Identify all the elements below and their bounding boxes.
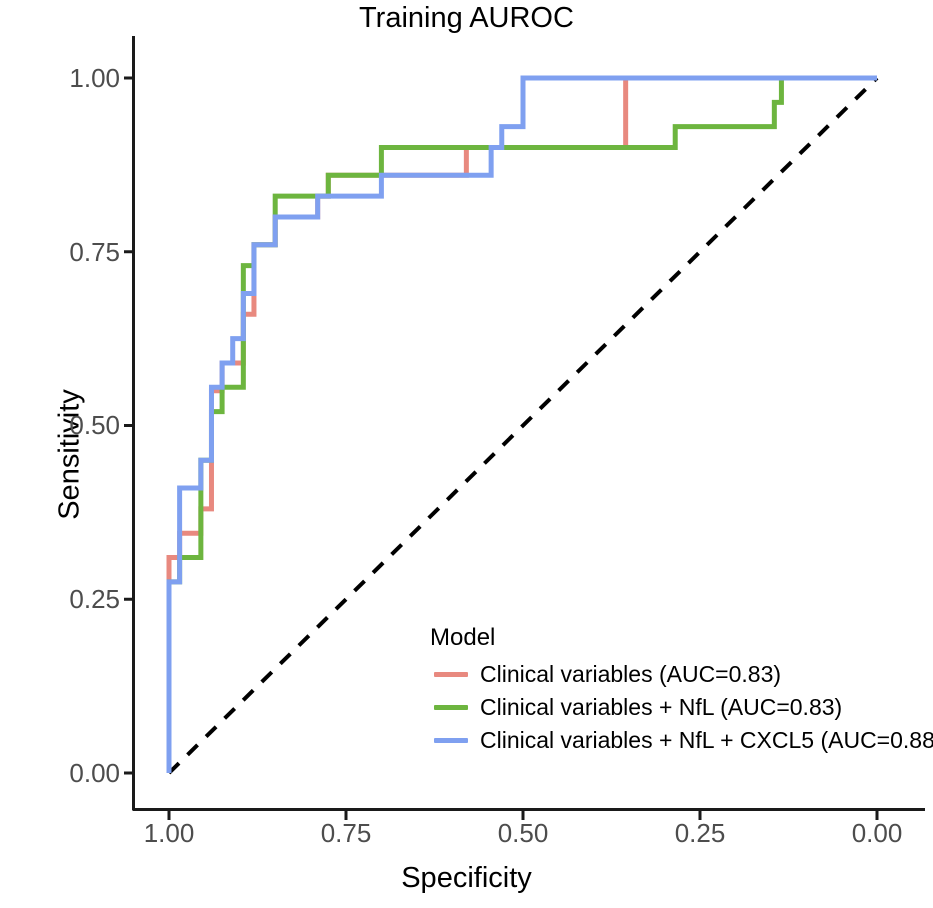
x-tick-label: 1.00 (143, 818, 195, 848)
y-axis-ticks (124, 76, 134, 775)
y-tick-label: 1.00 (69, 63, 120, 93)
x-tick-label: 0.25 (674, 818, 726, 848)
legend-item-label: Clinical variables + NfL (AUC=0.83) (480, 694, 843, 720)
legend-key-icon (428, 658, 474, 691)
chance-diagonal-line (167, 76, 879, 775)
x-tick-label: 0.75 (320, 818, 372, 848)
legend-item-clinical-nfl-cxcl5[interactable]: Clinical variables + NfL + CXCL5 (AUC=0.… (428, 724, 933, 757)
legend-item-label: Clinical variables + NfL + CXCL5 (AUC=0.… (480, 727, 933, 753)
y-tick-label: 0.75 (69, 237, 120, 267)
legend-item-clinical-nfl[interactable]: Clinical variables + NfL (AUC=0.83) (428, 691, 933, 724)
x-tick-label: 0.50 (497, 818, 549, 848)
legend-item-label: Clinical variables (AUC=0.83) (480, 661, 782, 687)
y-tick-label: 0.25 (69, 584, 120, 614)
y-tick-label: 0.50 (69, 410, 120, 440)
x-axis-ticks (167, 810, 879, 820)
legend-title: Model (430, 624, 496, 651)
legend-key-icon (428, 691, 474, 724)
y-axis-tick-labels: 1.00 0.75 0.50 0.25 0.00 (0, 0, 120, 908)
x-axis-label: Specificity (401, 862, 532, 894)
x-tick-label: 0.00 (851, 818, 903, 848)
y-tick-label: 0.00 (69, 758, 120, 788)
roc-curves (166, 75, 877, 773)
legend: Model Clinical variables (AUC=0.83) Clin… (428, 624, 933, 757)
chart-title: Training AUROC (359, 2, 574, 34)
legend-item-clinical[interactable]: Clinical variables (AUC=0.83) (428, 658, 933, 691)
legend-key-icon (428, 724, 474, 757)
roc-curve-series-2 (166, 75, 877, 773)
axis-lines (132, 36, 925, 811)
